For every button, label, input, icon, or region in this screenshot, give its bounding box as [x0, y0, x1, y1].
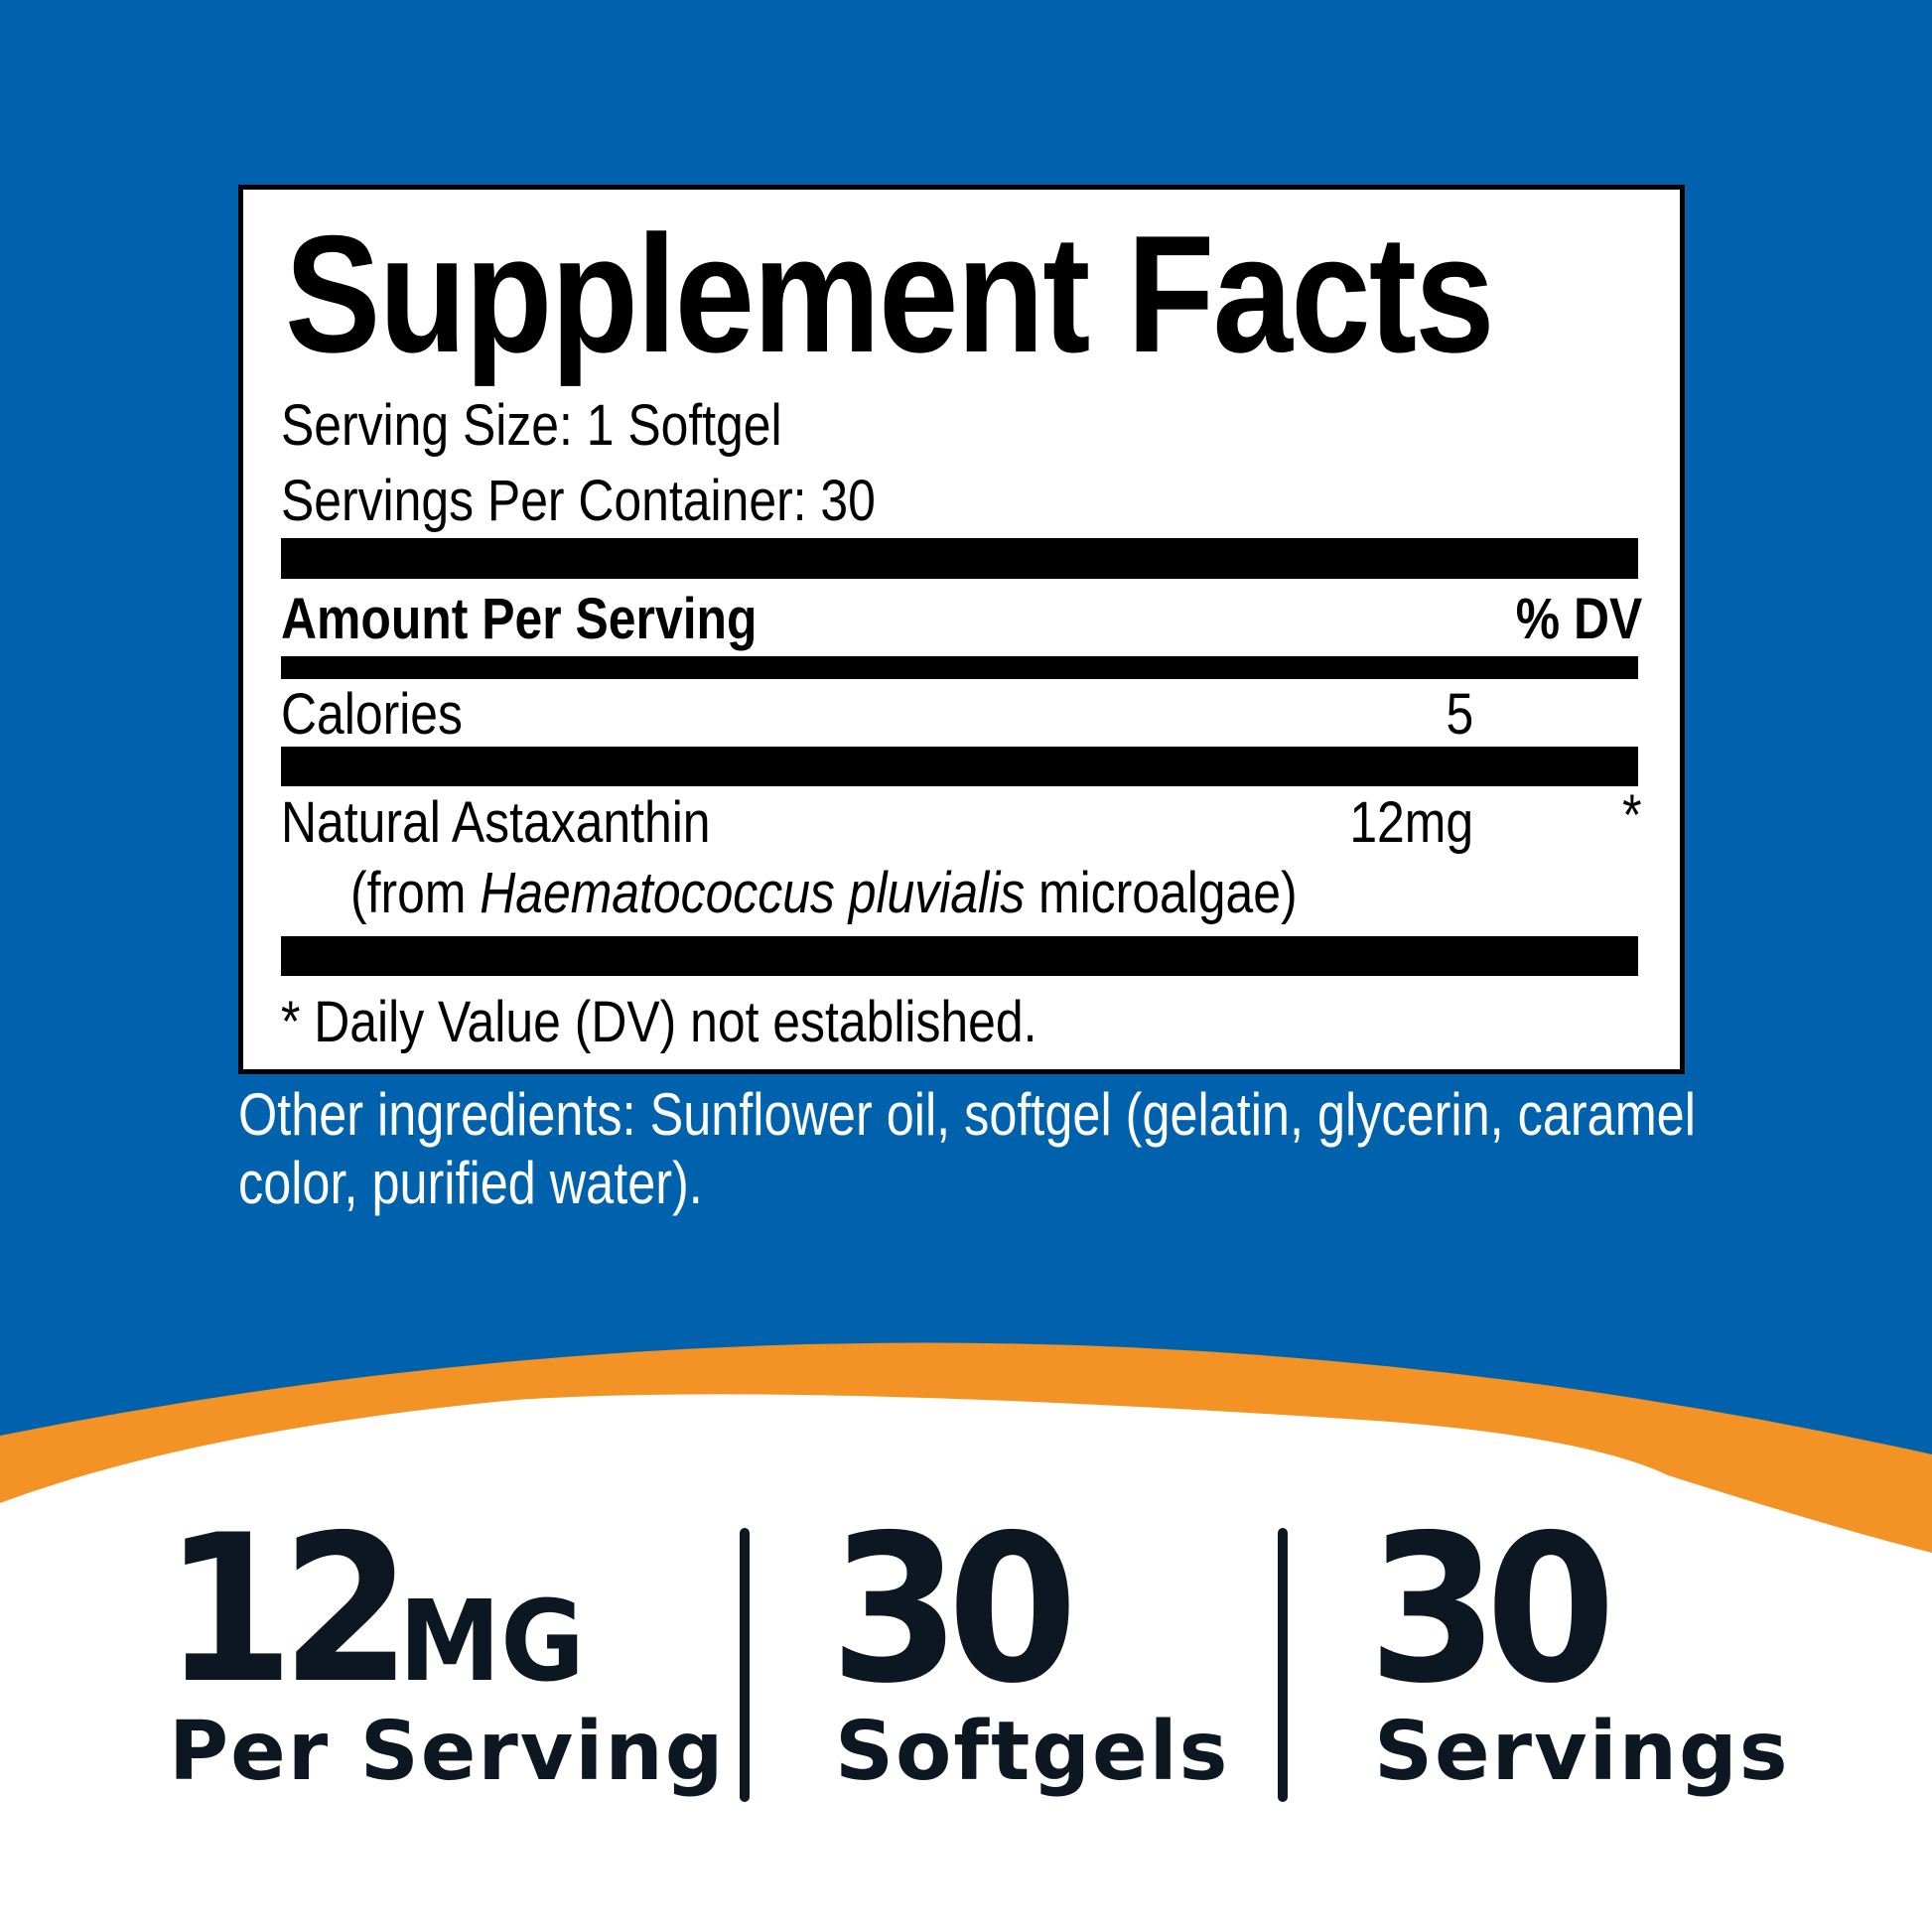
other-ingredients: Other ingredients: Sunflower oil, softge… [238, 1080, 1696, 1217]
highlight-divider [1278, 1528, 1288, 1802]
amount-header: Amount Per Serving [281, 587, 758, 651]
nutrient-name: Calories [281, 682, 463, 747]
highlight-label: Per Serving [169, 1705, 726, 1799]
value-number: 12 [164, 1492, 412, 1728]
nutrient-dv: * [1622, 783, 1642, 848]
dv-header: % DV [1515, 587, 1642, 651]
source-prefix: (from [350, 861, 481, 925]
divider-thick [281, 936, 1638, 976]
value-unit: MG [398, 1578, 585, 1707]
footnote: * Daily Value (DV) not established. [281, 990, 1037, 1054]
highlight-value: 12MG [164, 1509, 585, 1744]
divider-medium [281, 656, 1638, 679]
highlight-value: 30 [830, 1492, 1078, 1728]
facts-title: Supplement Facts [285, 201, 1495, 387]
nutrient-name: Natural Astaxanthin [281, 790, 711, 855]
highlight-label: Softgels [835, 1705, 1230, 1799]
highlight-divider [740, 1528, 750, 1802]
divider-thick [281, 747, 1638, 786]
highlight-value: 30 [1368, 1492, 1616, 1728]
nutrient-source: (from Haematococcus pluvialis microalgae… [350, 861, 1298, 926]
other-ingredients-line: Other ingredients: Sunflower oil, softge… [238, 1081, 1696, 1148]
serving-size: Serving Size: 1 Softgel [281, 393, 782, 458]
highlight-label: Servings [1374, 1705, 1790, 1799]
white-wave [0, 1394, 1932, 1932]
source-species: Haematococcus pluvialis [480, 861, 1026, 925]
source-suffix: microalgae) [1025, 861, 1298, 925]
servings-per-container: Servings Per Container: 30 [281, 469, 876, 533]
supplement-facts-panel: Supplement Facts Serving Size: 1 Softgel… [238, 185, 1685, 1074]
divider-thick [281, 538, 1638, 579]
other-ingredients-line: color, purified water). [238, 1150, 703, 1216]
nutrient-amount: 5 [1446, 682, 1473, 747]
nutrient-amount: 12mg [1349, 790, 1473, 855]
